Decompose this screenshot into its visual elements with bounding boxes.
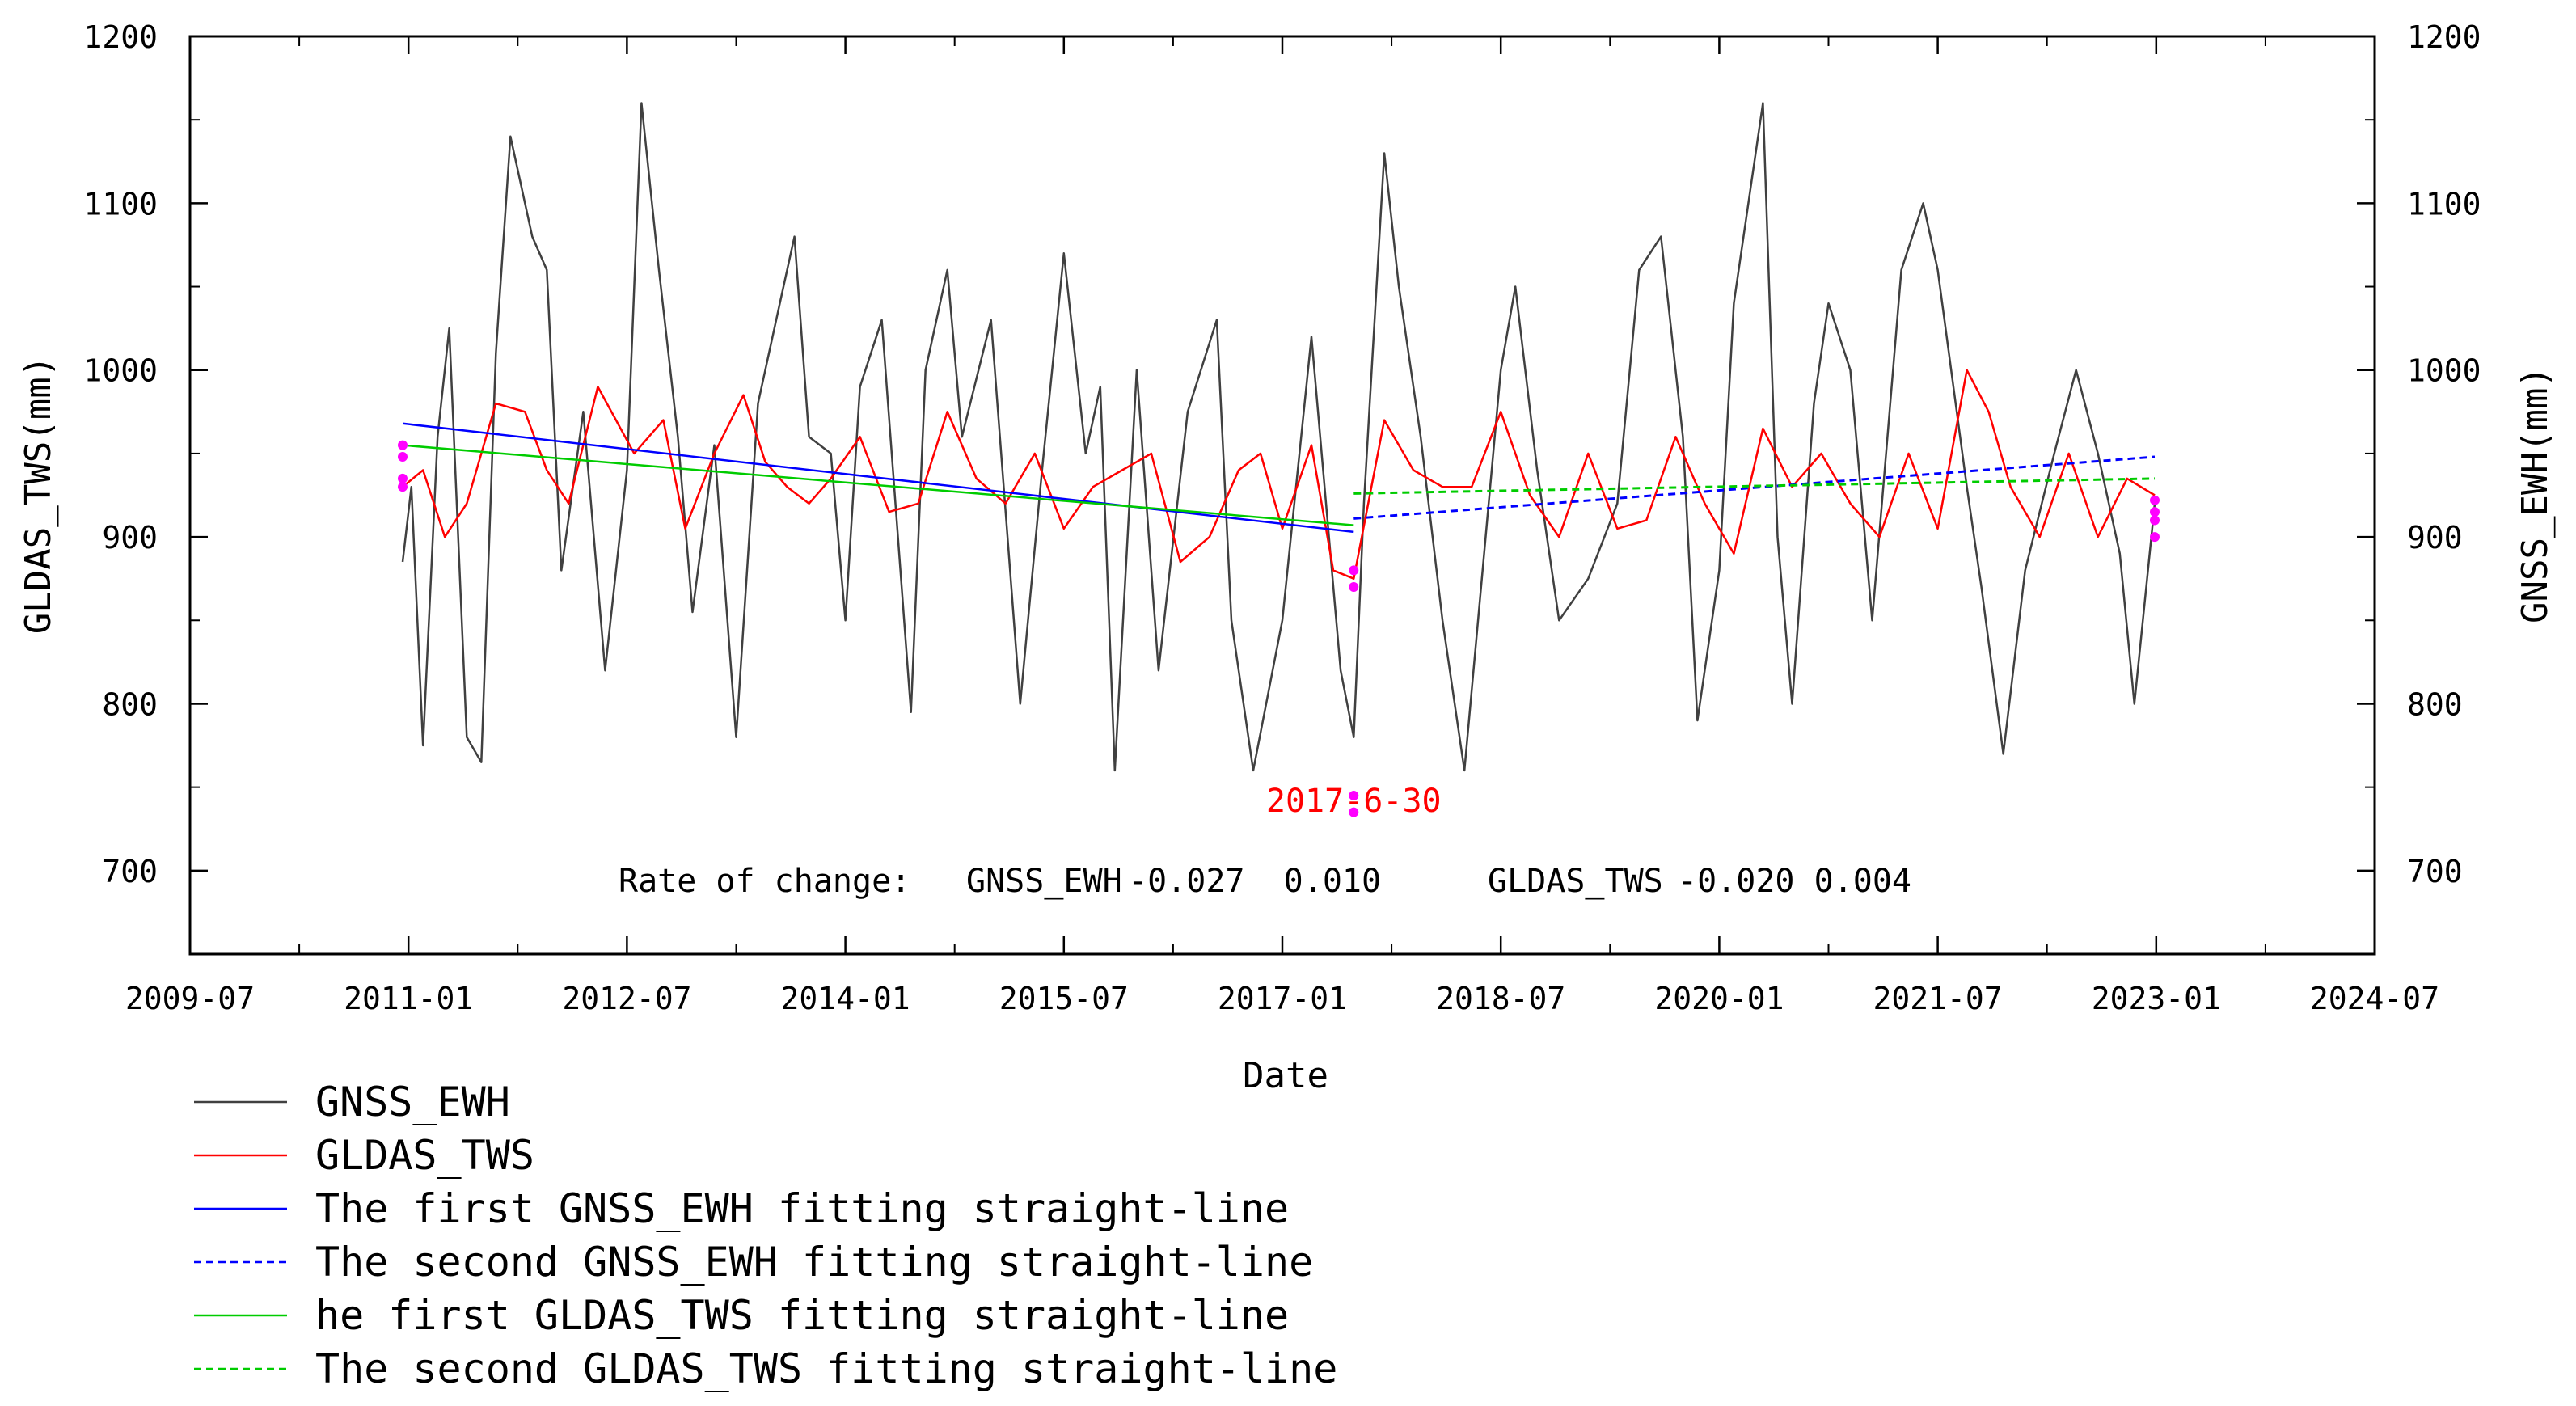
- x-tick-label: 2014-01: [781, 981, 910, 1016]
- x-tick-label: 2009-07: [125, 981, 255, 1016]
- breakpoint-marker: [2149, 507, 2160, 517]
- y-tick-label-right: 1000: [2407, 353, 2481, 389]
- marker-layer: [397, 440, 2160, 817]
- x-axis-title: Date: [1243, 1055, 1328, 1096]
- y-tick-label-left: 1200: [83, 19, 158, 55]
- y-tick-label-left: 800: [102, 686, 158, 722]
- y-tick-label-left: 1000: [83, 353, 158, 389]
- rate-of-change: Rate of change: GNSS_EWH -0.027 0.010 GL…: [619, 863, 1911, 900]
- breakpoint-marker: [1349, 790, 1359, 800]
- y-tick-label-left: 1100: [83, 186, 158, 222]
- breakpoint-marker: [2149, 495, 2160, 505]
- y-tick-label-right: 700: [2407, 854, 2463, 889]
- y-axis-title-right: GNSS_EWH(mm): [2515, 366, 2556, 623]
- series-line-gnss-ewh: [401, 102, 2156, 772]
- rate-gldas-label: GLDAS_TWS: [1488, 863, 1663, 900]
- x-tick-label: 2021-07: [1873, 981, 2003, 1016]
- y-tick-label-right: 900: [2407, 520, 2463, 555]
- breakpoint-marker: [397, 482, 408, 492]
- x-tick-label: 2017-01: [1218, 981, 1347, 1016]
- series-line-the-first-gnss-ewh-fitting-straight-line: [402, 422, 1354, 534]
- rate-gnss-values: -0.027 0.010: [1128, 863, 1381, 900]
- rate-label: Rate of change:: [619, 863, 910, 900]
- x-tick-label: 2015-07: [999, 981, 1129, 1016]
- series-line-the-second-gnss-ewh-fitting-straight-line: [1353, 455, 2156, 520]
- breakpoint-marker: [2149, 532, 2160, 543]
- legend-label: The second GLDAS_TWS fitting straight-li…: [315, 1345, 1337, 1392]
- y-axis-ticks: 700 700 800 800 900 900 1000 1000 1100 1100 1200 12…: [83, 19, 2481, 889]
- series-line-gldas-tws: [402, 369, 2156, 580]
- rate-gnss-label: GNSS_EWH: [966, 863, 1122, 900]
- legend-label: The second GNSS_EWH fitting straight-lin…: [315, 1239, 1313, 1286]
- x-tick-label: 2018-07: [1436, 981, 1565, 1016]
- y-tick-label-right: 1200: [2407, 19, 2481, 55]
- y-tick-label-right: 800: [2407, 686, 2463, 722]
- x-tick-label: 2023-01: [2092, 981, 2221, 1016]
- breakpoint-marker: [397, 452, 408, 462]
- y-axis-title-left: GLDAS_TWS(mm): [18, 356, 59, 634]
- series-layer: [401, 102, 2156, 772]
- legend: GNSS_EWH GLDAS_TWS The first GNSS_EWH fitt…: [194, 1079, 1337, 1392]
- annotation-date: 2017-6-30: [1266, 783, 1442, 820]
- y-tick-label-left: 900: [102, 520, 158, 555]
- y-tick-label-left: 700: [102, 854, 158, 889]
- plot-area: [188, 35, 2376, 956]
- series-line-the-second-gldas-tws-fitting-straight-line: [1353, 477, 2156, 495]
- breakpoint-marker: [1349, 582, 1359, 592]
- breakpoint-marker: [1349, 807, 1359, 817]
- x-tick-label: 2012-07: [562, 981, 691, 1016]
- rate-gldas-values: -0.020 0.004: [1678, 863, 1911, 900]
- legend-label: The first GNSS_EWH fitting straight-line: [315, 1185, 1289, 1232]
- breakpoint-marker: [397, 440, 408, 450]
- x-tick-label: 2024-07: [2310, 981, 2439, 1016]
- breakpoint-marker: [2149, 515, 2160, 526]
- breakpoint-marker: [1349, 565, 1359, 576]
- x-tick-label: 2020-01: [1654, 981, 1784, 1016]
- annotation-layer: 2017-6-30: [1266, 783, 1442, 820]
- legend-label: GLDAS_TWS: [315, 1132, 534, 1179]
- y-tick-label-right: 1100: [2407, 186, 2481, 222]
- legend-label: he first GLDAS_TWS fitting straight-line: [315, 1292, 1289, 1339]
- x-axis-ticks: 2009-07 2011-01 2012-07 2014-01 2015-07 2017-…: [125, 36, 2439, 1016]
- breakpoint-marker: [397, 473, 408, 483]
- series-line-he-first-gldas-tws-fitting-straight-line: [402, 444, 1354, 526]
- legend-label: GNSS_EWH: [315, 1079, 510, 1125]
- x-tick-label: 2011-01: [344, 981, 473, 1016]
